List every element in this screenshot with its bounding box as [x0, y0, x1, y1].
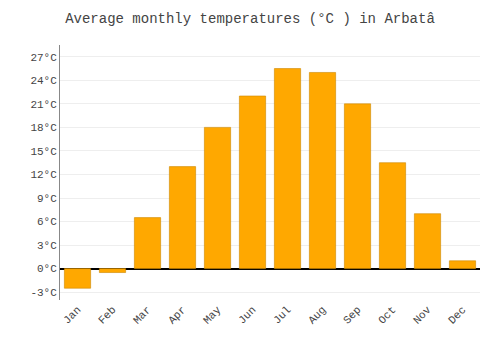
svg-text:18°C: 18°C — [30, 122, 57, 134]
svg-text:27°C: 27°C — [30, 52, 57, 64]
svg-text:Aug: Aug — [306, 304, 328, 326]
svg-text:6°C: 6°C — [37, 216, 57, 228]
svg-text:24°C: 24°C — [30, 75, 57, 87]
svg-text:-3°C: -3°C — [30, 287, 57, 299]
svg-text:Jan: Jan — [61, 304, 83, 326]
svg-text:Jul: Jul — [271, 304, 293, 326]
svg-text:9°C: 9°C — [37, 193, 57, 205]
svg-text:12°C: 12°C — [30, 169, 57, 181]
svg-text:Mar: Mar — [131, 304, 153, 326]
svg-text:Jun: Jun — [236, 304, 258, 326]
svg-text:Oct: Oct — [376, 304, 398, 326]
svg-text:Feb: Feb — [96, 304, 118, 326]
svg-text:21°C: 21°C — [30, 99, 57, 111]
svg-text:Nov: Nov — [411, 304, 434, 327]
svg-text:Dec: Dec — [446, 304, 468, 326]
svg-text:May: May — [201, 304, 224, 327]
svg-text:Sep: Sep — [341, 304, 363, 326]
svg-text:15°C: 15°C — [30, 146, 57, 158]
svg-text:0°C: 0°C — [37, 263, 57, 275]
svg-text:Average monthly temperatures (: Average monthly temperatures (°C ) in Ar… — [65, 11, 435, 27]
svg-text:Apr: Apr — [166, 304, 188, 326]
svg-text:3°C: 3°C — [37, 240, 57, 252]
